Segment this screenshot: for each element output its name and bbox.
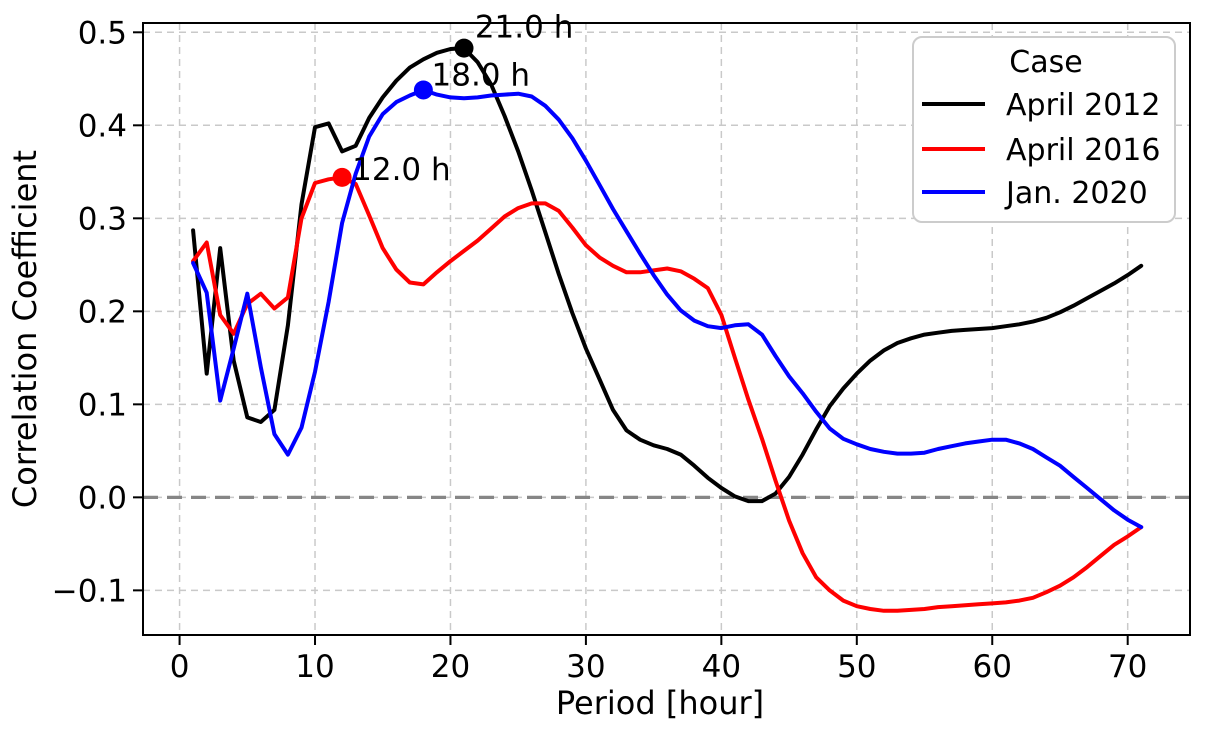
x-tick-label-20: 20: [431, 649, 470, 685]
y-tick-label-0.2: 0.2: [78, 294, 127, 330]
series-line-april-2016: [191, 175, 1144, 613]
legend-label-jan-2020: Jan. 2020: [1004, 176, 1148, 211]
series-line-jan-2020: [191, 88, 1144, 530]
plot-border: [142, 22, 1191, 636]
legend-label-april-2012: April 2012: [1006, 88, 1160, 123]
y-tick-label-0.3: 0.3: [78, 201, 127, 237]
y-tick-label-0: 0.0: [78, 480, 127, 516]
axes-layer: [133, 22, 1191, 645]
y-tick-label-0.5: 0.5: [78, 15, 127, 51]
y-tick-label-0.4: 0.4: [78, 108, 127, 144]
x-tick-label-50: 50: [837, 649, 876, 685]
series-line-april-2012: [191, 46, 1144, 504]
marker-layer: [332, 38, 474, 187]
peak-annotation-jan-2020: 18.0 h: [432, 57, 531, 93]
x-tick-label-30: 30: [566, 649, 605, 685]
tick-label-layer: 0 10 20 30 40 50 60 70 −0.1 0.0 0.1 0.2 0.3 0.4 0.5: [52, 15, 1148, 685]
peak-marker-april-2012: [454, 38, 474, 58]
x-tick-label-10: 10: [295, 649, 334, 685]
y-tick-label--0.1: −0.1: [52, 573, 127, 609]
annotation-layer: 21.0 h 18.0 h 12.0 h: [352, 9, 573, 188]
peak-marker-jan-2020: [413, 80, 433, 100]
peak-annotation-april-2012: 21.0 h: [475, 9, 574, 45]
legend-label-april-2016: April 2016: [1006, 133, 1160, 168]
peak-marker-april-2016: [332, 167, 352, 187]
peak-annotation-april-2016: 12.0 h: [352, 152, 451, 188]
x-tick-label-60: 60: [973, 649, 1012, 685]
legend-title: Case: [1009, 45, 1082, 80]
x-axis-label: Period [hour]: [556, 684, 764, 722]
x-tick-label-40: 40: [702, 649, 741, 685]
legend-box: [912, 36, 1176, 223]
x-tick-label-70: 70: [1108, 649, 1147, 685]
series-layer: [191, 46, 1144, 613]
y-axis-label: Correlation Coefficient: [6, 150, 44, 508]
x-tick-label-0: 0: [170, 649, 190, 685]
legend: Case April 2012 April 2016 Jan. 2020: [912, 36, 1176, 223]
y-tick-label-0.1: 0.1: [78, 387, 127, 423]
